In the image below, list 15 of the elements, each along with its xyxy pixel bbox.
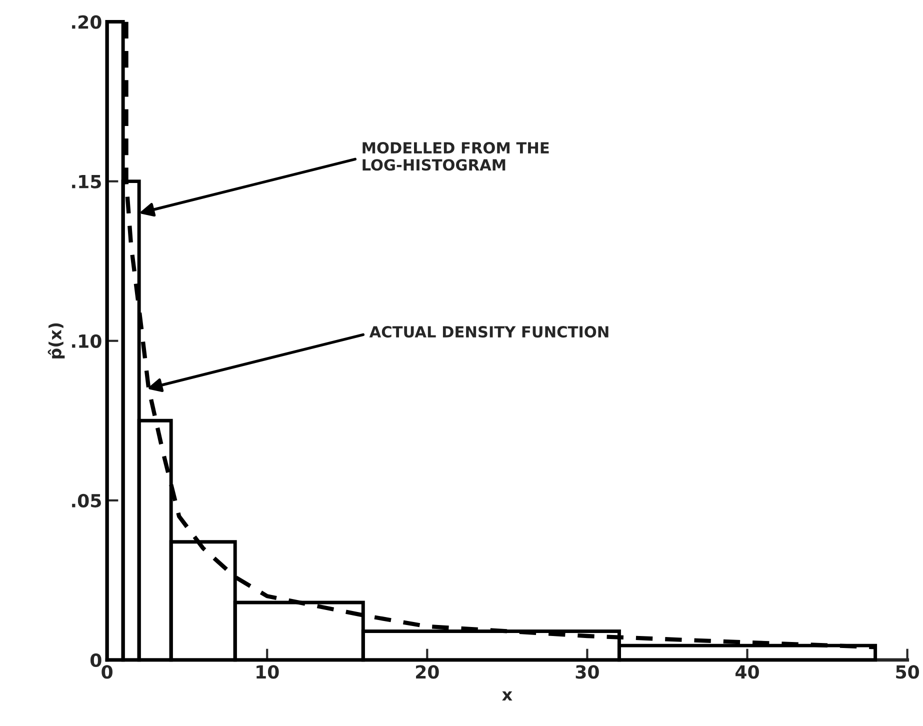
x-tick-label: 20 xyxy=(416,665,439,679)
y-tick-label: .10 xyxy=(72,334,102,348)
y-tick-label: .05 xyxy=(72,494,101,508)
y-tick-label: 0 xyxy=(90,653,102,668)
y-tick-label: .20 xyxy=(72,15,102,29)
x-tick-label: 10 xyxy=(256,665,279,679)
x-tick-label: 0 xyxy=(102,665,112,679)
x-tick-label: 50 xyxy=(896,665,920,679)
annotation: MODELLED FROM THE LOG-HISTOGRAM xyxy=(362,142,549,171)
y-axis-title: p̂(x) xyxy=(48,323,65,358)
y-tick-label: .15 xyxy=(72,175,101,188)
x-axis-title: x xyxy=(502,691,512,700)
annotation: ACTUAL DENSITY FUNCTION xyxy=(369,326,608,338)
x-tick-label: 40 xyxy=(736,665,759,679)
x-tick-label: 30 xyxy=(576,665,599,679)
